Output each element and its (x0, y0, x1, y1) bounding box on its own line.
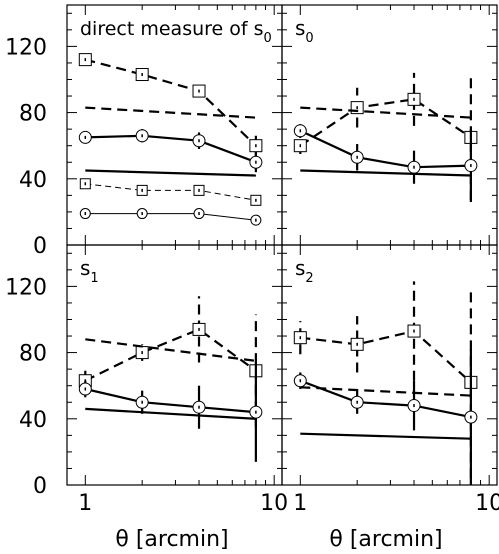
series-line (300, 386, 471, 397)
y-tick-label: 120 (5, 35, 47, 60)
series-line (85, 58, 257, 147)
series-5 (79, 178, 262, 206)
series-line (85, 387, 256, 414)
panel-ticks (282, 5, 497, 246)
x-tick-label: 10 (260, 491, 288, 516)
series-1 (78, 53, 263, 156)
panel-1: direct measure of s0 (66, 4, 283, 246)
series-2 (300, 106, 471, 119)
panel-label: s0 (295, 16, 314, 46)
series-4 (300, 432, 471, 440)
x-tick-label: 1 (293, 491, 307, 516)
series-line (85, 134, 257, 164)
panel-ticks (282, 245, 497, 486)
panel-label-text: direct measure of s (80, 18, 264, 40)
series-1 (293, 281, 478, 479)
series-3 (293, 124, 478, 202)
series-line (300, 106, 471, 119)
panel-label-subscript: 0 (305, 31, 313, 46)
series-4 (85, 169, 256, 177)
series-line (299, 129, 471, 169)
panel-2: s0 (281, 4, 498, 246)
series-2 (300, 386, 471, 397)
series-line (300, 432, 471, 440)
series-6 (79, 208, 262, 226)
panel-label: s1 (80, 256, 99, 286)
y-tick-label: 80 (19, 342, 47, 367)
series-2 (85, 106, 256, 119)
series-line (299, 379, 472, 419)
series-line (85, 106, 256, 119)
panel-frame (66, 4, 283, 246)
series-line (300, 169, 471, 177)
series-3 (78, 129, 263, 173)
panel-label-text: s (295, 256, 305, 280)
panel-label-text: s (80, 256, 90, 280)
y-tick-label: 120 (5, 275, 47, 300)
panel-ticks (67, 5, 282, 246)
series-line (85, 407, 256, 420)
x-axis-label-left: θ [arcmin] (115, 527, 228, 552)
y-tick-label: 0 (33, 234, 47, 259)
y-tick-labels: 0 40 80 120 0 40 80 120 (5, 35, 47, 499)
panel-ticks (67, 245, 282, 486)
panel-frame (281, 244, 498, 486)
series-line (85, 169, 256, 177)
series-line (85, 213, 256, 221)
series-line (85, 183, 256, 201)
series-line (300, 329, 472, 384)
panel-label: direct measure of s0 (80, 18, 272, 46)
x-tick-labels: 1 10 1 10 (78, 491, 499, 516)
panel-label-subscript: 2 (305, 271, 313, 286)
series-line (299, 98, 472, 147)
series-line (84, 328, 257, 382)
series-2 (85, 338, 257, 362)
x-tick-label: 10 (475, 491, 499, 516)
x-tick-label: 1 (78, 491, 92, 516)
y-tick-label: 40 (19, 408, 47, 433)
y-tick-label: 40 (19, 168, 47, 193)
panel-label: s2 (295, 256, 314, 286)
x-axis-label-right: θ [arcmin] (329, 527, 442, 552)
panel-label-subscript: 1 (90, 271, 98, 286)
series-4 (85, 407, 256, 420)
series-3 (78, 362, 263, 462)
series-4 (300, 169, 471, 177)
panel-label-subscript: 0 (264, 31, 272, 46)
panel-frame (281, 4, 498, 246)
panel-label-text: s (295, 16, 305, 40)
series-1 (293, 72, 478, 201)
series-3 (293, 349, 478, 485)
y-tick-label: 0 (33, 474, 47, 499)
series-1 (78, 296, 263, 428)
panel-3: s1 (66, 244, 283, 486)
panel-4: s2 (281, 244, 498, 486)
y-tick-label: 80 (19, 102, 47, 127)
series-line (85, 338, 257, 362)
